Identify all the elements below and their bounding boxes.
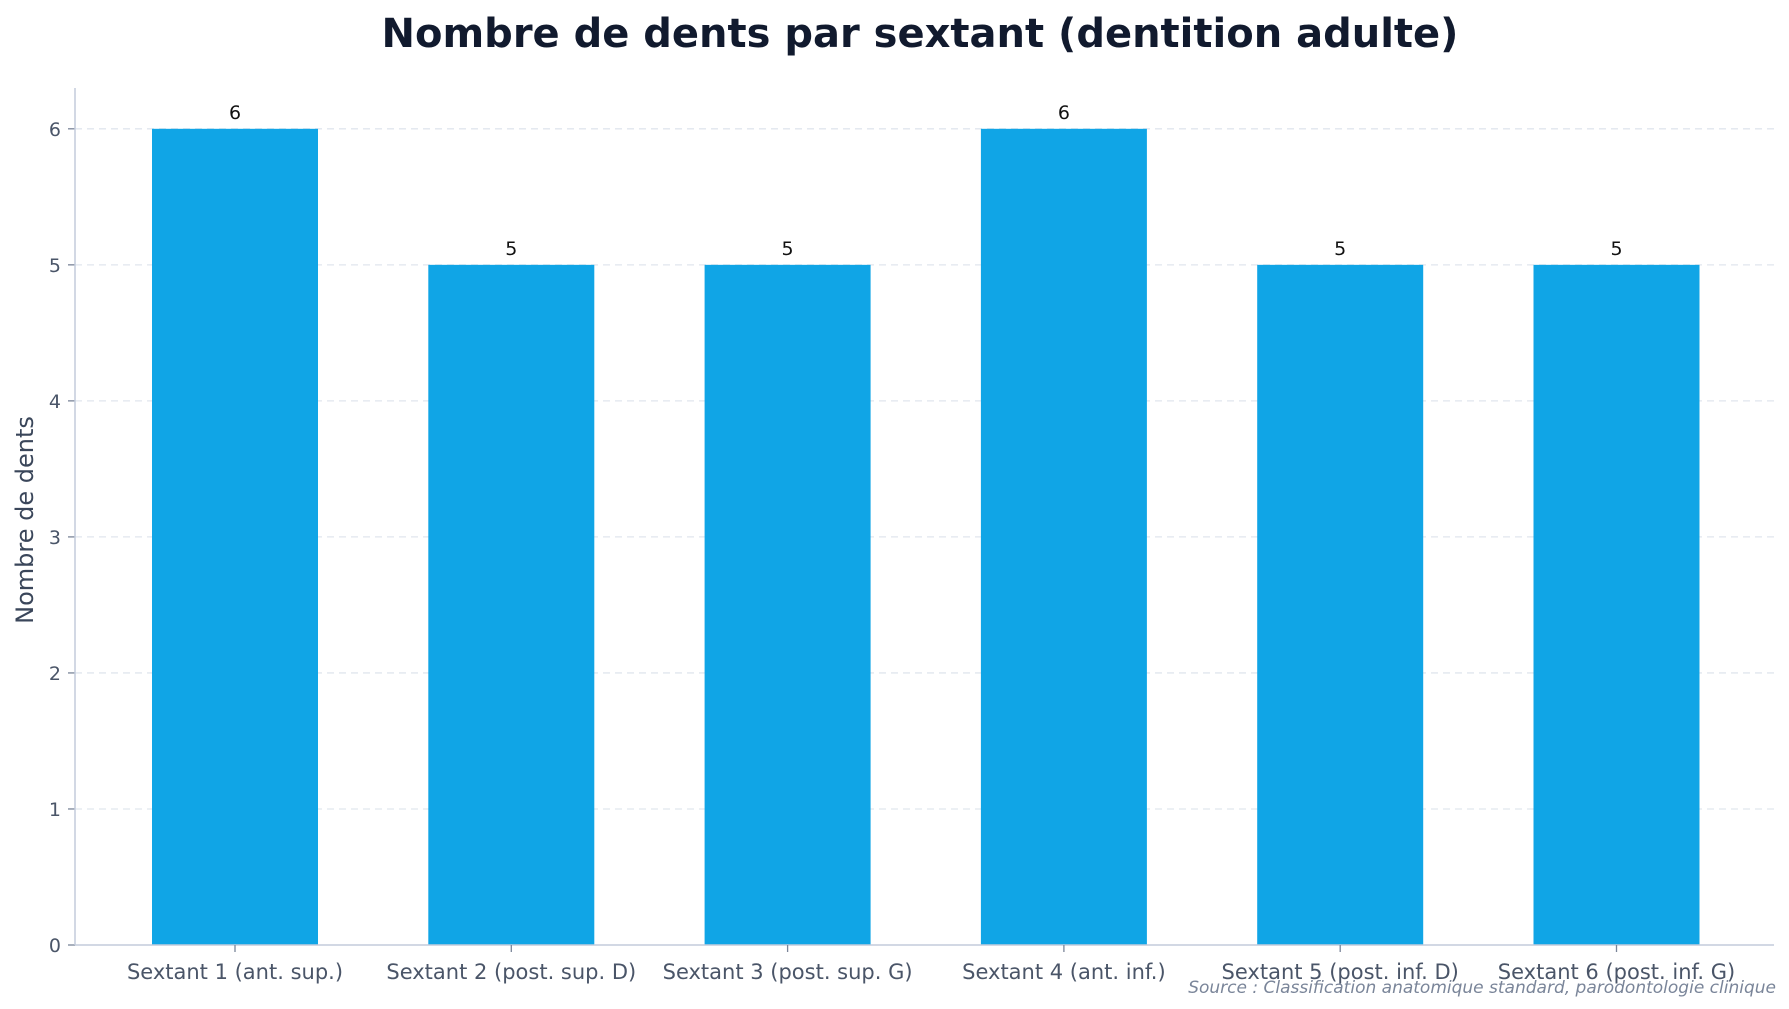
y-tick-label-0: 0	[49, 935, 61, 957]
data-label-3: 5	[782, 238, 794, 260]
y-tick-label-5: 5	[49, 255, 61, 277]
x-tick-label-3: Sextant 3 (post. sup. G)	[663, 960, 913, 984]
y-tick-label-2: 2	[49, 663, 61, 685]
y-tick-label-3: 3	[49, 527, 61, 549]
x-tick-label-1: Sextant 1 (ant. sup.)	[127, 960, 343, 984]
axes: 0 1 2 3 4 5 6 Sextant 1 (ant. sup.) Sextant 2 (p…	[49, 88, 1774, 984]
x-tick-label-4: Sextant 4 (ant. inf.)	[962, 960, 1166, 984]
data-label-6: 5	[1610, 238, 1622, 260]
bar-3	[704, 264, 871, 945]
bar-5	[1257, 264, 1424, 945]
y-tick-label-6: 6	[49, 119, 61, 141]
data-label-1: 6	[229, 102, 241, 124]
source-note: Source : Classification anatomique stand…	[1188, 978, 1776, 998]
x-tick-label-5: Sextant 5 (post. inf. D)	[1222, 960, 1459, 984]
data-labels: 6 5 5 6 5 5	[229, 102, 1623, 260]
y-tick-label-4: 4	[49, 391, 61, 413]
data-label-4: 6	[1058, 102, 1070, 124]
x-tick-label-6: Sextant 6 (post. inf. G)	[1498, 960, 1735, 984]
bars	[152, 128, 1700, 946]
x-tick-label-2: Sextant 2 (post. sup. D)	[386, 960, 636, 984]
data-label-2: 5	[505, 238, 517, 260]
chart-title: Nombre de dents par sextant (dentition a…	[382, 11, 1459, 57]
bar-2	[428, 264, 595, 945]
bar-6	[1533, 264, 1700, 945]
y-axis-label: Nombre de dents	[11, 416, 39, 624]
bar-4	[980, 128, 1147, 946]
grid-lines	[75, 128, 1774, 810]
bar-1	[152, 128, 318, 946]
y-tick-label-1: 1	[49, 799, 61, 821]
data-label-5: 5	[1334, 238, 1346, 260]
